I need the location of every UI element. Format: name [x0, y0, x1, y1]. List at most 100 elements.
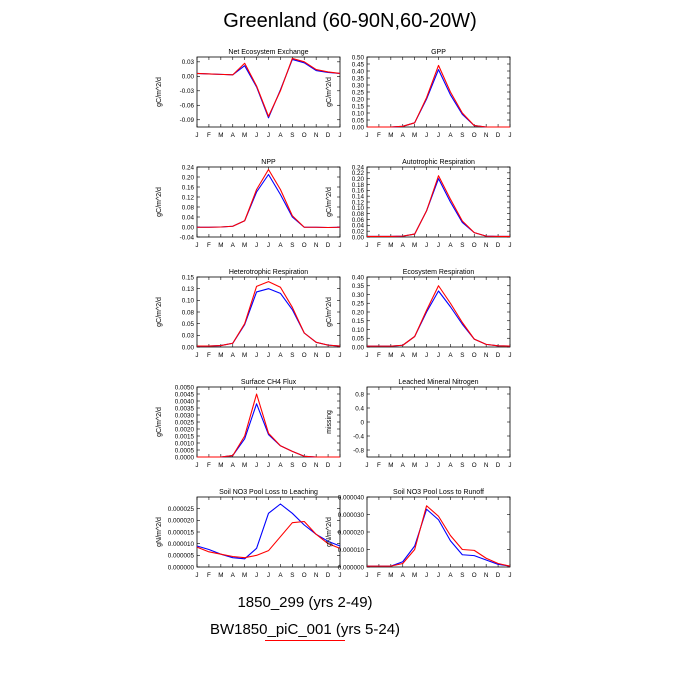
- panel-3-title: NPP: [261, 159, 276, 166]
- panel-7-ytick-label: 0.0010: [175, 440, 195, 447]
- panel-10-xtick-label: M: [412, 572, 417, 579]
- panel-1-xtick-label: J: [255, 132, 258, 139]
- panel-9-xtick-label: J: [267, 572, 270, 579]
- panel-8-xtick-label: F: [377, 462, 381, 469]
- panel-2-xtick-label: F: [377, 132, 381, 139]
- panel-5-xtick-label: S: [290, 352, 294, 359]
- panel-7-ytick-label: 0.0015: [175, 433, 195, 440]
- panel-10-xtick-label: M: [388, 572, 393, 579]
- panel-4-ylabel: gC/m^2/d: [326, 187, 333, 217]
- panel-3-xtick-label: J: [338, 242, 341, 249]
- panel-4-title: Autotrophic Respiration: [402, 159, 475, 166]
- panel-3-xtick-label: D: [326, 242, 331, 249]
- panel-3-ytick-label: 0.24: [182, 164, 195, 171]
- panel-5-ytick-label: 0.08: [182, 309, 195, 316]
- panel-6-ytick-label: 0.25: [352, 301, 365, 308]
- panel-10-ytick-label: 0.000030: [338, 512, 365, 519]
- panel-10-xtick-label: J: [365, 572, 368, 579]
- panel-7-xtick-label: M: [218, 462, 223, 469]
- panel-6-ytick-label: 0.00: [352, 344, 365, 351]
- panel-9-ytick-label: 0.000025: [168, 506, 195, 513]
- panel-8-xtick-label: A: [448, 462, 453, 469]
- panel-8-ytick-label: -0.8: [353, 447, 364, 454]
- panel-7-xtick-label: J: [267, 462, 270, 469]
- panel-5-ytick-label: 0.05: [182, 321, 195, 328]
- panel-7-series-2-line: [197, 393, 340, 458]
- panel-2-ytick-label: 0.45: [352, 61, 365, 68]
- panel-4-ytick-label: 0.22: [352, 170, 365, 177]
- panel-9-xtick-label: J: [255, 572, 258, 579]
- panel-10-xtick-label: A: [401, 572, 406, 579]
- panel-4-ytick-label: 0.24: [352, 164, 365, 171]
- panel-6-xtick-label: J: [508, 352, 511, 359]
- panel-1-series-2-line: [196, 57, 341, 117]
- panel-4-xtick-label: J: [508, 242, 511, 249]
- panel-4-xtick-label: F: [377, 242, 381, 249]
- panel-1-xtick-label: N: [314, 132, 319, 139]
- panel-4-xtick-label: M: [412, 242, 417, 249]
- panel-3-xtick-label: A: [278, 242, 283, 249]
- panel-7-xtick-label: A: [231, 462, 236, 469]
- panel-2-frame: [366, 56, 511, 128]
- panel-8-xtick-label: J: [365, 462, 368, 469]
- panel-10-series-2-line: [367, 505, 511, 567]
- panel-5-xtick-label: J: [267, 352, 270, 359]
- panel-7-series-1-line: [197, 403, 340, 458]
- panel-9-ytick-label: 0.000000: [168, 564, 195, 571]
- panel-8-xtick-label: J: [425, 462, 428, 469]
- panel-3-xtick-label: A: [231, 242, 236, 249]
- panel-3-xtick-label: S: [290, 242, 294, 249]
- panel-1-title: Net Ecosystem Exchange: [228, 49, 308, 56]
- panel-3-ytick-label: 0.08: [182, 204, 195, 211]
- panel-1-xtick-label: D: [326, 132, 331, 139]
- panel-9-ytick-label: 0.000010: [168, 541, 195, 548]
- panel-6-frame: [366, 276, 511, 348]
- panel-10-ylabel: gN/m^2/d: [326, 517, 333, 547]
- panel-9-ytick-label: 0.000020: [168, 518, 195, 525]
- panel-1-xtick-label: A: [231, 132, 236, 139]
- panel-7-frame: [196, 386, 341, 458]
- panel-6-xtick-label: J: [425, 352, 428, 359]
- panel-2-xtick-label: N: [484, 132, 489, 139]
- panel-9-xtick-label: M: [218, 572, 223, 579]
- panel-4-xtick-label: D: [496, 242, 501, 249]
- panel-4-ytick-label: 0.12: [352, 199, 365, 206]
- panel-3-xtick-label: M: [242, 242, 247, 249]
- panel-6-xtick-label: M: [388, 352, 393, 359]
- panel-2-series-1-line: [367, 69, 510, 128]
- panel-2-xtick-label: M: [388, 132, 393, 139]
- panel-5-xtick-label: A: [278, 352, 283, 359]
- panel-2-xtick-label: M: [412, 132, 417, 139]
- panel-2-xtick-label: A: [448, 132, 453, 139]
- panel-2-xtick-label: O: [472, 132, 477, 139]
- panel-5-xtick-label: A: [231, 352, 236, 359]
- legend-label-2: BW1850_piC_001 (yrs 5-24): [209, 621, 401, 638]
- panel-10-series-1-line: [367, 508, 511, 567]
- panel-5-ylabel: gC/m^2/d: [156, 297, 163, 327]
- panel-2-xtick-label: A: [401, 132, 406, 139]
- panel-10-title: Soil NO3 Pool Loss to Runoff: [393, 489, 484, 496]
- panel-1-xtick-label: S: [290, 132, 294, 139]
- panel-4-xtick-label: A: [401, 242, 406, 249]
- panel-5-ytick-label: 0.15: [182, 274, 195, 281]
- panel-4-ytick-label: 0.20: [352, 176, 365, 183]
- panel-3-series-1-line: [197, 173, 341, 229]
- panel-9-xtick-label: J: [338, 572, 341, 579]
- panel-6-xtick-label: S: [460, 352, 464, 359]
- panel-6-xtick-label: A: [401, 352, 406, 359]
- panel-3-ytick-label: 0.00: [182, 224, 195, 231]
- panel-1-series-1-line: [196, 58, 341, 119]
- panel-2-ytick-label: 0.05: [352, 117, 365, 124]
- panel-9-xtick-label: A: [278, 572, 283, 579]
- panel-9-xtick-label: M: [242, 572, 247, 579]
- panel-7-xtick-label: A: [278, 462, 283, 469]
- panel-7-ytick-label: 0.0005: [175, 447, 195, 454]
- panel-7-xtick-label: J: [255, 462, 258, 469]
- panel-5-ytick-label: 0.03: [182, 333, 195, 340]
- panel-8-title: Leached Mineral Nitrogen: [398, 379, 478, 386]
- panel-6-ytick-label: 0.35: [352, 283, 365, 290]
- panel-10-ytick-label: 0.000020: [338, 529, 365, 536]
- panel-1-ytick-label: 0.00: [182, 74, 195, 81]
- panel-6-ylabel: gC/m^2/d: [326, 297, 333, 327]
- panel-3-ytick-label: 0.12: [182, 194, 195, 201]
